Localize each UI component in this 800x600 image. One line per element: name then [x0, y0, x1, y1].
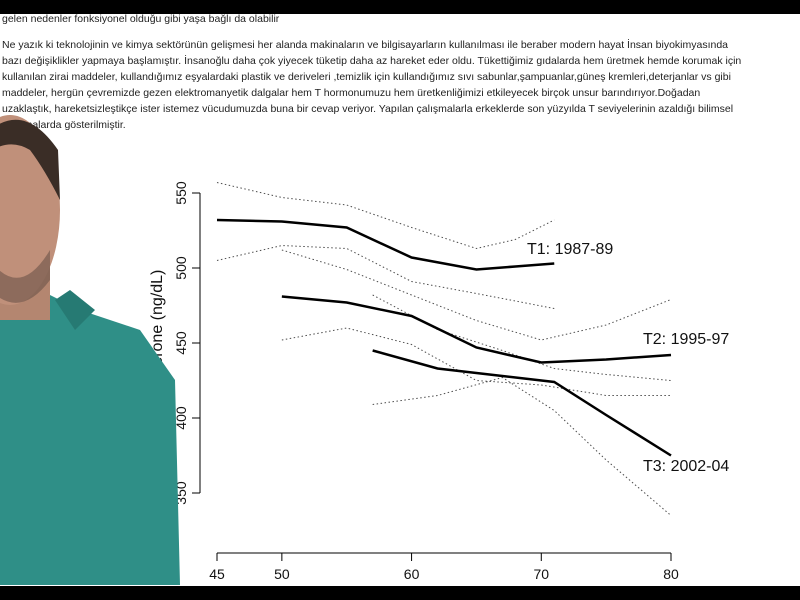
- shirt: [0, 290, 180, 585]
- text-line: kullanılan zirai maddeler, kullandığımız…: [2, 71, 731, 83]
- presenter: [0, 115, 180, 585]
- text-line: Ne yazık ki teknolojinin ve kimya sektör…: [2, 38, 728, 51]
- x-tick-label: 45: [209, 566, 225, 582]
- y-tick-label: 550: [173, 181, 189, 205]
- series-line: [372, 349, 672, 457]
- ci-upper: [216, 182, 555, 250]
- beard: [0, 250, 50, 303]
- document: gelen nedenler fonksiyonel olduğu gibi y…: [2, 13, 741, 131]
- x-tick-label: 50: [274, 566, 290, 582]
- y-tick-label: 500: [173, 256, 189, 280]
- ci-upper: [372, 294, 672, 381]
- ci-lower: [216, 244, 555, 309]
- series-line: [281, 295, 672, 364]
- text-line: maddeler, hergün çevremizde gezen elektr…: [2, 87, 700, 99]
- y-tick-label: 450: [173, 331, 189, 355]
- y-tick-label: 400: [173, 406, 189, 430]
- series-label: T2: 1995-97: [643, 331, 729, 348]
- hair: [0, 119, 60, 200]
- ci-upper: [281, 249, 672, 341]
- series-label: T1: 1987-89: [527, 241, 613, 258]
- x-tick-label: 60: [404, 566, 420, 582]
- text-line: uzaklaştık, hareketsizleştikçe ister ist…: [2, 103, 733, 115]
- x-tick-label: 70: [533, 566, 549, 582]
- x-tick-label: 80: [663, 566, 679, 582]
- series-line: [216, 218, 555, 271]
- text-line: gelen nedenler fonksiyonel olduğu gibi y…: [2, 13, 280, 25]
- collar: [55, 290, 95, 330]
- ci-lower: [372, 376, 672, 516]
- text-line: bazı değişiklikler yapmaya başlamıştır. …: [2, 54, 741, 67]
- series-label: T3: 2002-04: [643, 458, 729, 475]
